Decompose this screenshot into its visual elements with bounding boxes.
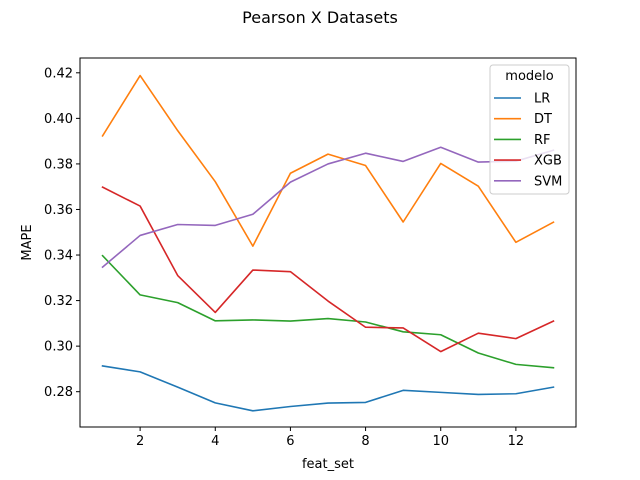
legend-label-xgb: XGB [534,154,562,169]
legend-label-lr: LR [534,92,550,107]
x-axis: 2 4 6 8 10 12 [136,427,524,449]
x-tick-label: 12 [508,434,525,449]
y-tick-label: 0.34 [44,249,73,264]
y-tick-label: 0.36 [44,203,73,218]
plot-lines [101,74,555,412]
y-tick-label: 0.42 [44,66,73,81]
series-line-lr [101,365,555,412]
x-tick-label: 4 [211,434,219,449]
x-tick-label: 8 [361,434,369,449]
x-tick-label: 6 [286,434,294,449]
legend-label-svm: SVM [534,174,562,189]
y-tick-label: 0.32 [44,294,73,309]
y-tick-label: 0.28 [44,385,73,400]
legend-items: LR DT RF XGB SVM [494,92,562,189]
series-line-xgb [101,186,555,353]
legend-label-dt: DT [534,112,552,127]
y-tick-label: 0.40 [44,112,73,127]
series-line-dt [101,74,555,247]
series-line-svm [101,146,555,269]
axes-frame [79,57,577,428]
legend: modelo LR DT RF XGB SVM [489,64,570,195]
y-axis-label: MAPE [20,224,35,260]
x-axis-label: feat_set [302,457,354,472]
chart-title: Pearson X Datasets [242,8,398,27]
series-line-rf [101,254,555,369]
y-axis: 0.28 0.30 0.32 0.34 0.36 0.38 0.40 0.42 [44,66,80,400]
x-tick-label: 10 [432,434,449,449]
y-tick-label: 0.38 [44,157,73,172]
legend-label-rf: RF [534,133,551,148]
legend-title: modelo [505,69,553,84]
x-tick-label: 2 [136,434,144,449]
y-tick-label: 0.30 [44,340,73,355]
